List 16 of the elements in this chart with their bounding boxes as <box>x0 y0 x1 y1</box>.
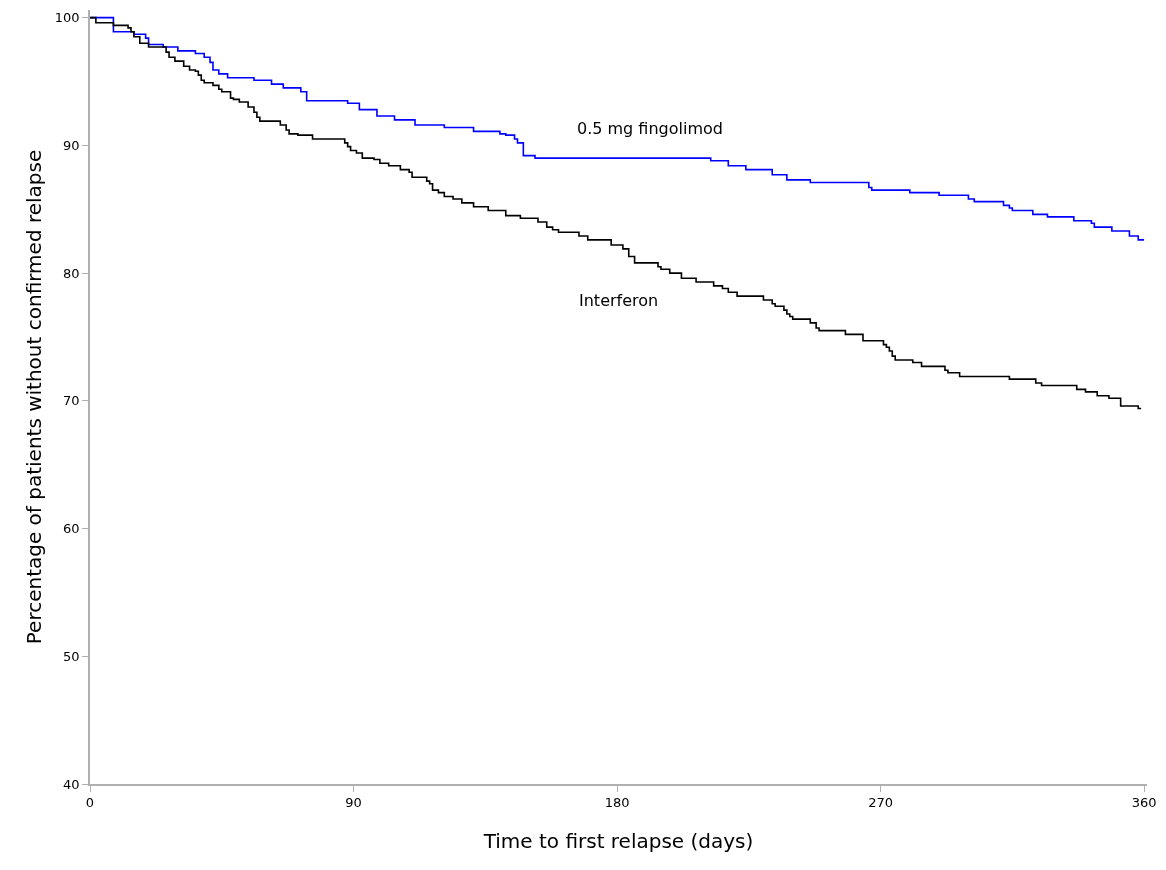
y-tick-label: 80 <box>63 265 80 281</box>
series-label: 0.5 mg fingolimod <box>577 119 723 138</box>
y-axis-title: Percentage of patients without confirmed relapse <box>21 149 46 645</box>
x-tick-label: 360 <box>1131 795 1157 811</box>
series-label: Interferon <box>579 291 659 310</box>
x-tick-label: 270 <box>868 795 893 811</box>
y-tick-label: 60 <box>63 521 80 537</box>
y-tick-label: 40 <box>63 776 80 792</box>
x-axis-title: Time to first relapse (days) <box>482 829 754 854</box>
y-tick-label: 100 <box>54 10 80 26</box>
y-tick-label: 50 <box>63 648 80 664</box>
x-tick-label: 90 <box>345 795 362 811</box>
y-tick-label: 90 <box>63 137 80 153</box>
y-tick-label: 70 <box>63 393 80 409</box>
x-tick-label: 180 <box>604 795 630 811</box>
x-tick-label: 0 <box>85 795 95 811</box>
